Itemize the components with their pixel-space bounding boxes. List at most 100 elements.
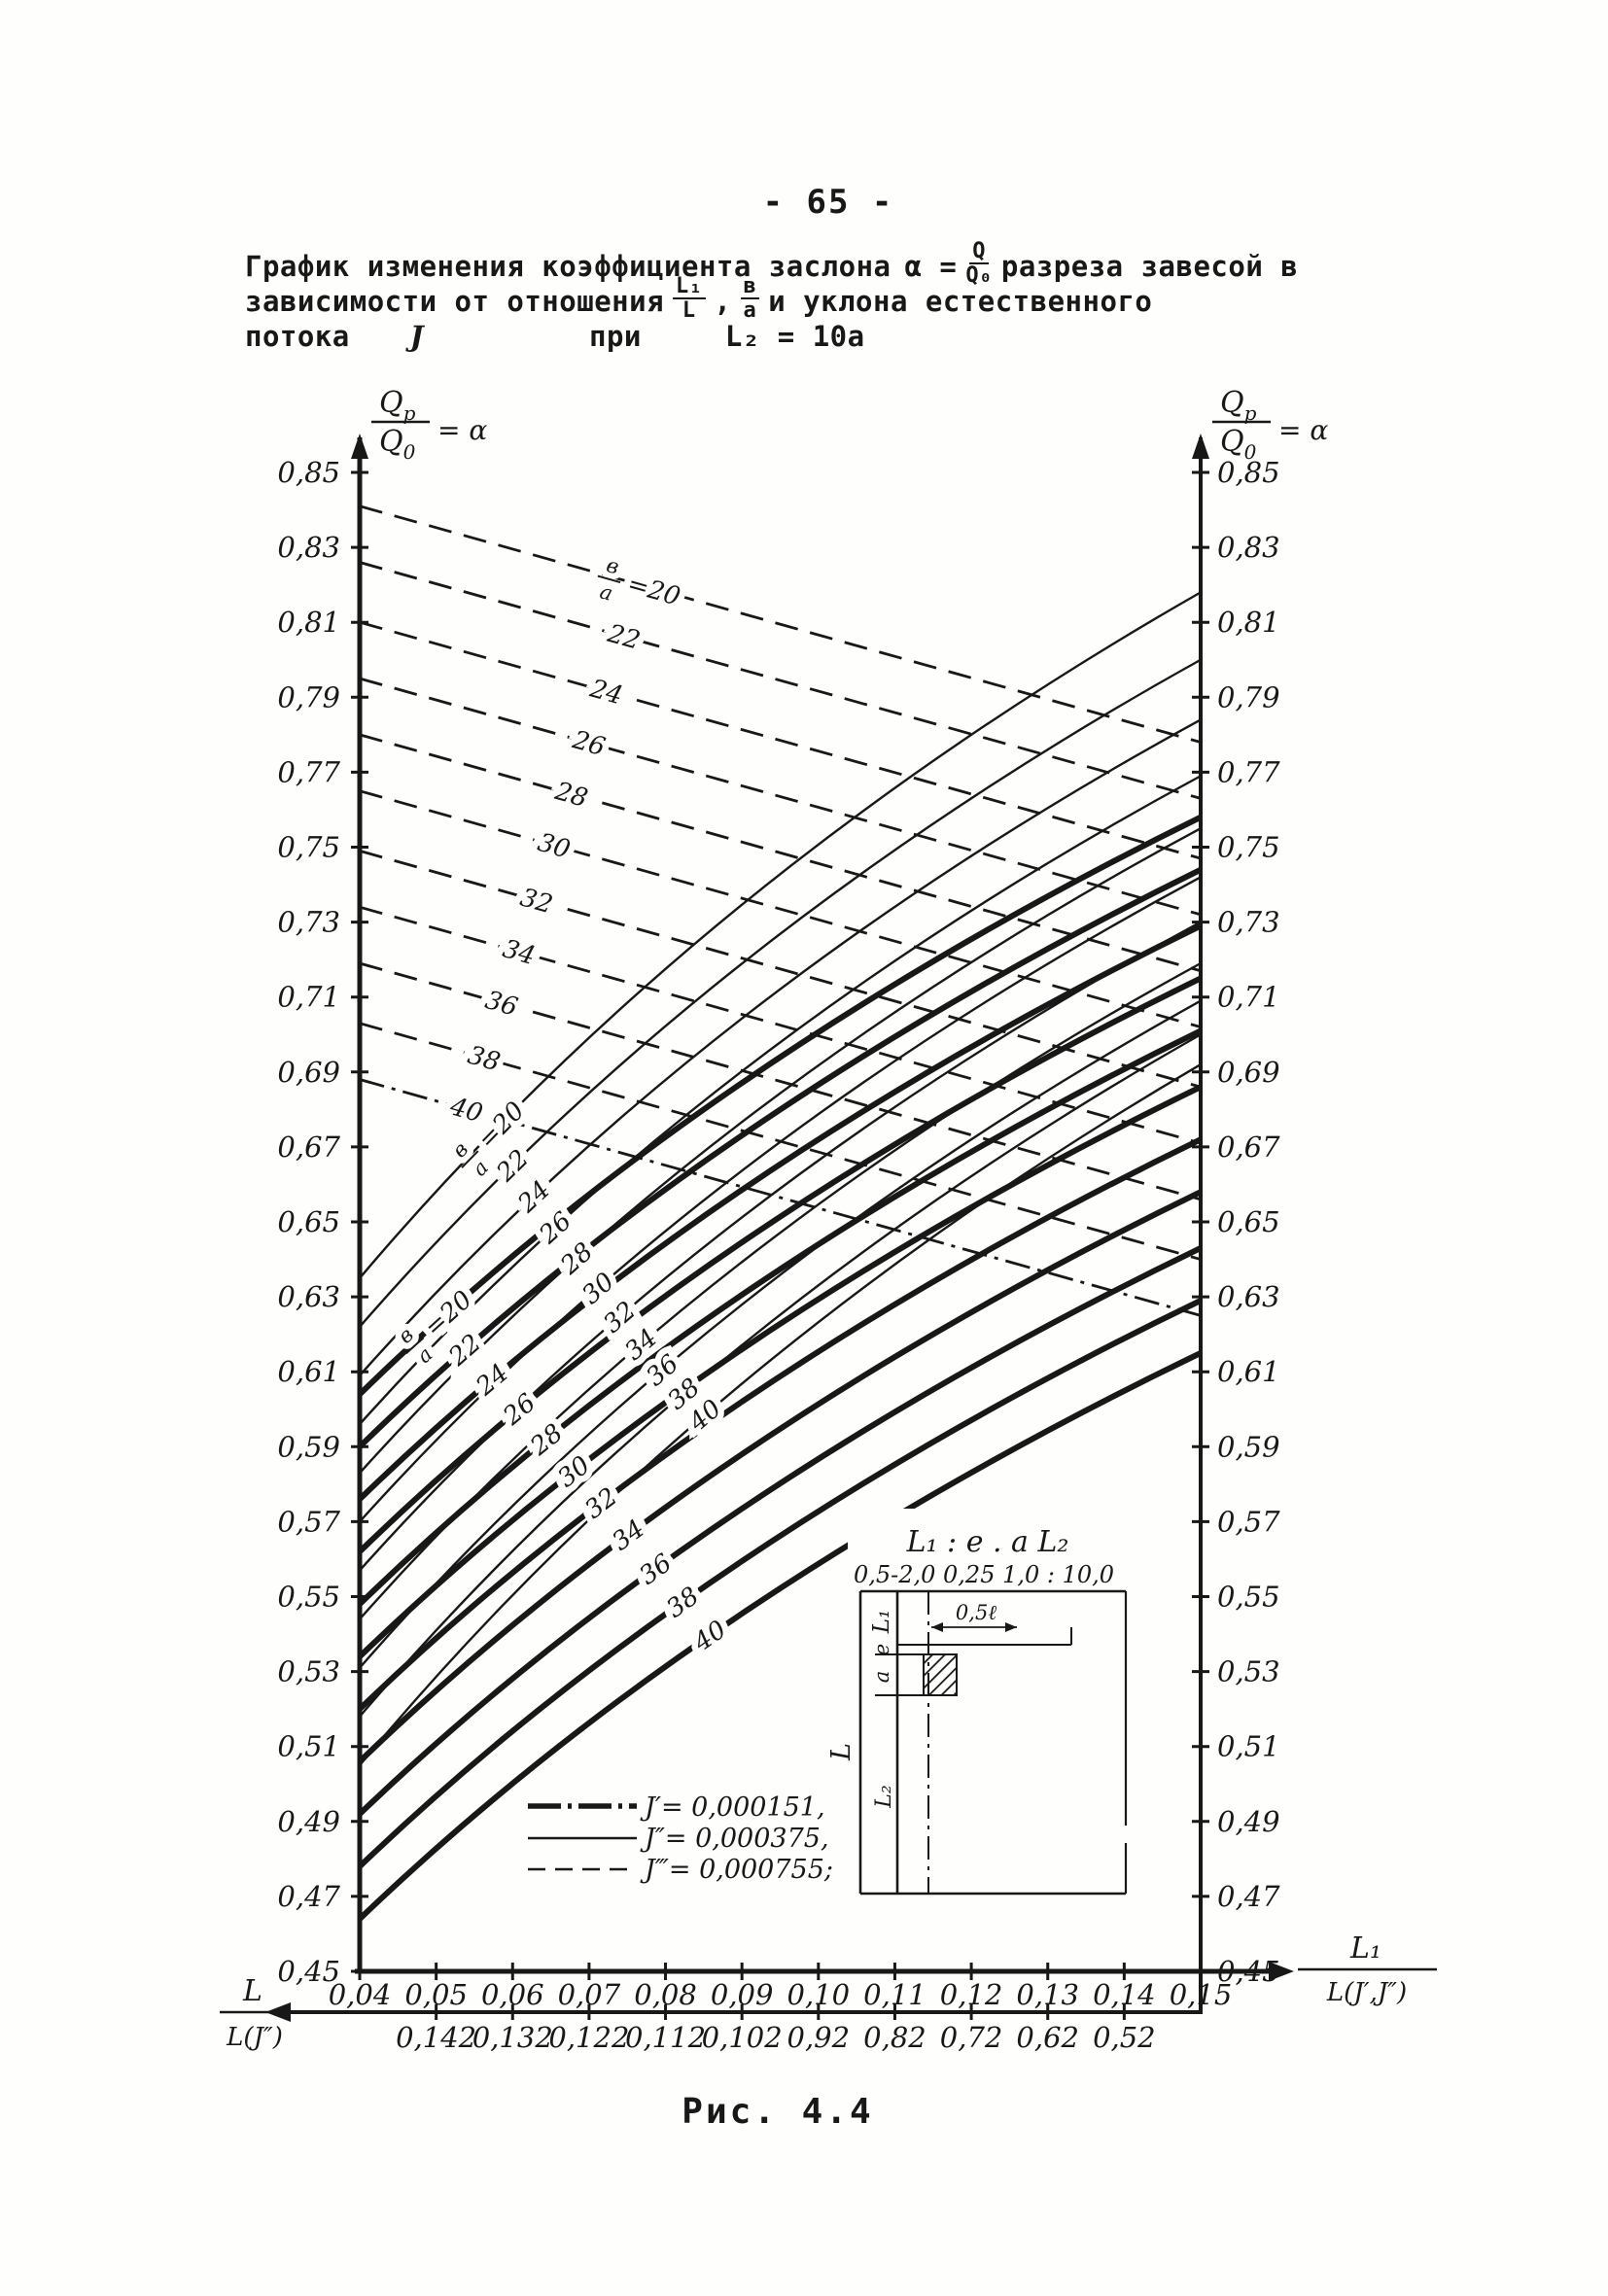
x2-tick-label: 0,52 <box>1093 2021 1156 2054</box>
curve-thin-36 <box>359 999 1202 1669</box>
curve-label-prefix-bar <box>597 574 621 584</box>
y-tick-label-left: 0,65 <box>277 1205 340 1238</box>
curve-dashed-26 <box>359 677 1202 917</box>
x-tick-label: 0,15 <box>1170 1978 1233 2011</box>
y-tick-label-right: 0,69 <box>1217 1056 1280 1089</box>
x-axis-arrow-icon <box>1269 1962 1294 1981</box>
title-line-2: зависимости от отношения L₁ L , в а и ук… <box>245 273 1153 323</box>
y-axis-right-arrow-icon <box>1192 434 1209 459</box>
curve-label-dashed: 30 <box>528 821 579 871</box>
curve-label-dashed: 34 <box>493 928 544 978</box>
curve-families <box>357 504 1203 1922</box>
curve-thin-24 <box>359 718 1202 1376</box>
y-tick-label-right: 0,79 <box>1217 680 1280 713</box>
x2-tick-label: 0,92 <box>787 2021 851 2054</box>
curve-thick-34 <box>357 1189 1203 1764</box>
x2-tick-label: 0,82 <box>863 2021 926 2054</box>
svg-text:Q0: Q0 <box>379 425 416 464</box>
y-tick-label-left: 0,61 <box>277 1355 340 1388</box>
y-tick-label-right: 0,83 <box>1217 531 1280 564</box>
curve-dashed-24 <box>359 620 1202 860</box>
fraction-q-q0: Q Q₀ <box>965 238 993 288</box>
page-number: - 65 - <box>762 183 894 222</box>
y-tick-label-left: 0,53 <box>277 1655 340 1688</box>
title-line-3: потока J при L₂ = 10а <box>245 320 865 353</box>
curve-label-dashed: ва =20 <box>591 547 690 618</box>
y-tick-label-right: 0,77 <box>1217 755 1280 788</box>
curve-label-prefix-num: в <box>604 553 621 578</box>
y-tick-label-right: 0,51 <box>1217 1730 1280 1763</box>
inset-values: 0,5-2,0 0,25 1,0 : 10,0 <box>854 1561 1114 1588</box>
y-tick-label-left: 0,79 <box>277 680 340 713</box>
curve-label-value: =20 <box>624 570 683 612</box>
x2-tick-label: 0,132 <box>472 2021 553 2054</box>
x2-tick-label: 0,102 <box>702 2021 783 2054</box>
y-tick-label-left: 0,45 <box>277 1955 340 1988</box>
y-tick-label-left: 0,85 <box>277 456 340 489</box>
svg-text:Qp: Qp <box>1220 386 1257 425</box>
y-tick-label-right: 0,45 <box>1217 1955 1280 1988</box>
y-tick-label-left: 0,55 <box>277 1581 340 1614</box>
x-tick-label: 0,04 <box>329 1978 392 2011</box>
fraction-b-a: в а <box>740 275 760 322</box>
curve-label-dashed: 26 <box>562 719 614 769</box>
inset-diagram: L₁ : e . a L₂ 0,5-2,0 0,25 1,0 : 10,0 0,… <box>826 1525 1128 1896</box>
curve-label-value: 24 <box>586 674 626 711</box>
curve-label-value: 22 <box>604 619 644 656</box>
y-tick-label-left: 0,67 <box>277 1131 340 1164</box>
svg-text:Qp: Qp <box>379 386 416 425</box>
y-ticks-left: 0,85 0,83 0,81 0,79 0,77 0,75 0,73 0,71 0,69 0,67… <box>277 456 368 1988</box>
y-tick-label-right: 0,59 <box>1217 1430 1280 1463</box>
curve-thick-38 <box>357 1298 1203 1869</box>
inset-dim-label: 0,5ℓ <box>956 1601 996 1624</box>
y-tick-label-left: 0,81 <box>277 606 340 639</box>
inset-label-L2: L₂ <box>872 1785 896 1808</box>
curve-label-value: 32 <box>517 883 556 920</box>
curve-thin-22 <box>359 658 1202 1328</box>
x2-tick-label: 0,122 <box>548 2021 629 2054</box>
curve-dashed-28 <box>359 733 1202 973</box>
svg-text:= α: = α <box>1278 414 1328 446</box>
y-tick-label-left: 0,77 <box>277 755 340 788</box>
y-tick-label-right: 0,75 <box>1217 831 1280 864</box>
inset-curtain-block <box>923 1653 958 1696</box>
curve-label-dashed: 24 <box>579 668 632 717</box>
y-tick-label-right: 0,71 <box>1217 981 1280 1014</box>
inset-label-a: a <box>870 1671 893 1684</box>
curve-thick-40 <box>357 1350 1203 1922</box>
y-ticks-right: 0,85 0,83 0,81 0,79 0,77 0,75 0,73 0,71 0,69 0,67… <box>1192 456 1280 1988</box>
curve-thin-20 <box>359 591 1202 1279</box>
figure-caption: Рис. 4.4 <box>682 2092 874 2132</box>
y-tick-label-left: 0,75 <box>277 831 340 864</box>
y-tick-label-right: 0,55 <box>1217 1581 1280 1614</box>
y-tick-label-left: 0,63 <box>277 1280 340 1313</box>
curve-label-dashed: 36 <box>475 980 527 1029</box>
x-axis-right-label: L₁ L(J′,J″) <box>1298 1931 1437 2007</box>
y-axis-left-arrow-icon <box>351 434 368 459</box>
inset-header: L₁ : e . a L₂ <box>906 1525 1069 1559</box>
svg-text:L₁: L₁ <box>1349 1931 1381 1966</box>
curve-thick-22 <box>357 866 1203 1449</box>
curve-thick-30 <box>357 1084 1203 1659</box>
inset-label-e: e <box>870 1644 893 1655</box>
curve-label-value: 40 <box>446 1092 486 1129</box>
curve-thick-24 <box>357 922 1203 1502</box>
y-tick-label-left: 0,83 <box>277 531 340 564</box>
curve-thin-38 <box>359 1033 1202 1718</box>
curve-label-value: 38 <box>465 1041 504 1078</box>
gradient-symbol: J <box>409 320 424 353</box>
x2-tick-label: 0,112 <box>625 2021 706 2054</box>
x2-tick-label: 0,142 <box>396 2021 476 2054</box>
curve-dashed-38 <box>359 1022 1202 1261</box>
curve-thin-40 <box>359 1063 1202 1766</box>
figure-title: График изменения коэффициента заслона α … <box>245 240 1402 354</box>
fraction-l1-l: L₁ L <box>673 275 706 322</box>
curve-label-value: 34 <box>500 934 539 971</box>
curve-label-prefix-den: а <box>468 1156 493 1181</box>
y-tick-label-left: 0,71 <box>277 981 340 1014</box>
curve-label-dashed: 40 <box>439 1086 492 1135</box>
curve-dashed-36 <box>359 961 1202 1201</box>
svg-text:L(J″): L(J″) <box>226 2023 283 2052</box>
